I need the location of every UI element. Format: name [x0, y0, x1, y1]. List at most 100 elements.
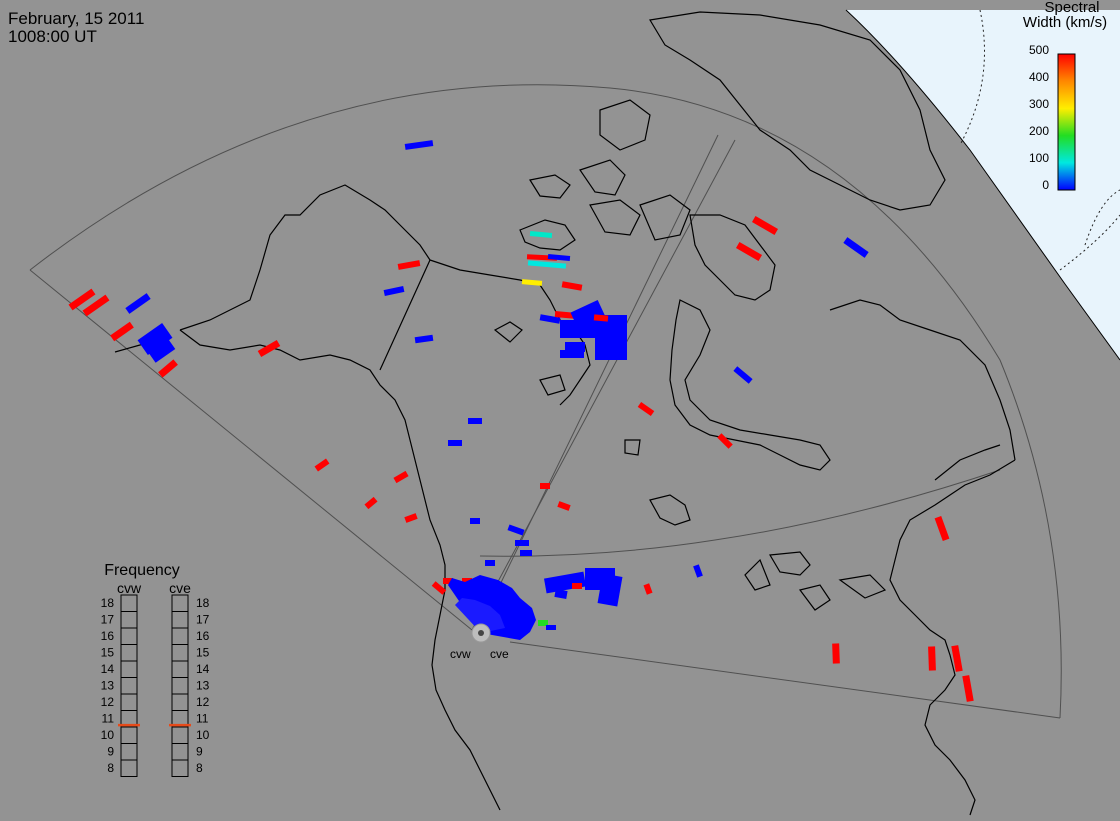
scatter-cell	[544, 571, 586, 594]
frequency-tick: 12	[196, 695, 210, 709]
scatter-cell	[448, 440, 462, 446]
scatter-cell	[565, 342, 585, 352]
frequency-tick: 15	[196, 646, 210, 660]
scatter-cell	[485, 560, 495, 566]
radar-site-dot	[478, 630, 484, 636]
frequency-tick: 10	[196, 728, 210, 742]
scatter-cell	[928, 646, 936, 671]
scatter-cell	[137, 323, 173, 355]
frequency-tick: 8	[196, 761, 203, 775]
scatter-cell	[554, 589, 568, 599]
scatter-cell	[733, 366, 753, 384]
frequency-tick: 17	[101, 613, 115, 627]
frequency-title: Frequency	[104, 562, 180, 579]
scatter-cell	[314, 458, 330, 472]
frequency-cell	[120, 726, 138, 744]
scatter-cell	[843, 237, 869, 258]
scatter-cell	[593, 314, 609, 322]
frequency-tick: 12	[101, 695, 115, 709]
scatter-cell	[637, 401, 655, 417]
frequency-grid: 18 17 16 15 14 13 12 11 10 9 8 18 17 16 15 14 13 12 11 10 9 8	[101, 594, 210, 777]
frequency-tick: 16	[196, 629, 210, 643]
frequency-tick: 14	[101, 662, 115, 676]
frequency-cell	[171, 660, 189, 678]
scatter-cell	[529, 231, 553, 238]
scatter-cell	[443, 578, 453, 584]
colorbar-tick: 400	[1029, 70, 1049, 84]
frequency-tick: 8	[107, 761, 114, 775]
radar-label-cvw: cvw	[450, 647, 471, 661]
colorbar-title-line2: Width (km/s)	[1023, 14, 1107, 31]
scatter-cell	[735, 241, 763, 262]
time-label: 1008:00 UT	[8, 27, 97, 46]
scatter-cell	[572, 583, 582, 589]
scatter-cell	[393, 470, 409, 484]
dotted-latitude-circle	[959, 9, 1120, 271]
colorbar-title-line1: Spectral	[1044, 0, 1099, 16]
frequency-tick: 18	[101, 596, 115, 610]
frequency-column-label-cvw: cvw	[117, 580, 142, 596]
frequency-tick: 11	[196, 712, 209, 726]
frequency-tick: 9	[107, 745, 114, 759]
scatter-cell	[595, 315, 627, 360]
scatter-cell	[832, 643, 840, 664]
scatter-cell	[520, 550, 532, 556]
colorbar-gradient	[1057, 53, 1076, 191]
frequency-tick: 13	[101, 679, 115, 693]
colorbar-tick: 200	[1029, 124, 1049, 138]
frequency-cell	[120, 644, 138, 662]
scatter-cell	[148, 339, 176, 363]
scatter-cell	[404, 140, 434, 150]
scatter-fan	[455, 598, 505, 633]
radar-sites: cvw cve	[450, 623, 509, 661]
scatter-cell	[468, 418, 482, 424]
scatter-cell	[962, 675, 974, 702]
frequency-cell	[171, 743, 189, 761]
scatter-fan	[448, 575, 536, 640]
terminator-line	[845, 9, 1120, 361]
frequency-cell	[120, 759, 138, 777]
scatter-cell	[414, 334, 434, 344]
scatter-cell	[404, 513, 418, 523]
frequency-tick: 18	[196, 596, 210, 610]
frequency-tick: 11	[102, 712, 115, 726]
frequency-tick: 14	[196, 662, 210, 676]
frequency-cell	[120, 594, 138, 612]
frequency-cell	[120, 627, 138, 645]
frequency-cell	[171, 759, 189, 777]
scatter-cell	[82, 294, 110, 317]
frequency-cell	[171, 594, 189, 612]
scatter-cell	[547, 254, 571, 261]
date-label: February, 15 2011	[8, 9, 144, 28]
colorbar-tick: 100	[1029, 151, 1049, 165]
scatter-cell	[546, 625, 556, 630]
colorbar-tick: 300	[1029, 97, 1049, 111]
frequency-cell	[171, 627, 189, 645]
frequency-tick: 9	[196, 745, 203, 759]
frequency-tick: 16	[101, 629, 115, 643]
spectral-width-colorbar: Spectral Width (km/s) 500 400 300 200 10…	[1023, 0, 1107, 192]
frequency-column-label-cve: cve	[169, 580, 191, 596]
scatter-cell	[68, 288, 96, 311]
scatter-cell	[364, 496, 378, 510]
scatter-cell	[693, 564, 703, 578]
scatter-cell	[110, 321, 134, 342]
scatter-cell	[557, 501, 571, 511]
frequency-tick: 13	[196, 679, 210, 693]
scatter-cell	[383, 285, 405, 297]
colorbar-tick: 500	[1029, 43, 1049, 57]
scatter-cell	[515, 540, 529, 546]
frequency-cell	[120, 611, 138, 629]
scatter-cell	[125, 293, 151, 314]
frequency-panel: Frequency cvw cve 18 17 16 15 14 13 12 11 10 9 8 18…	[101, 562, 210, 777]
frequency-cell	[171, 693, 189, 711]
scatter-cell	[527, 260, 567, 269]
scatter-cell	[951, 645, 963, 672]
backscatter-data	[68, 140, 974, 702]
scatter-cell	[751, 215, 779, 236]
scatter-cell	[560, 350, 584, 358]
scatter-cell	[397, 260, 421, 270]
radar-label-cve: cve	[490, 647, 509, 661]
scatter-cell	[431, 581, 447, 595]
